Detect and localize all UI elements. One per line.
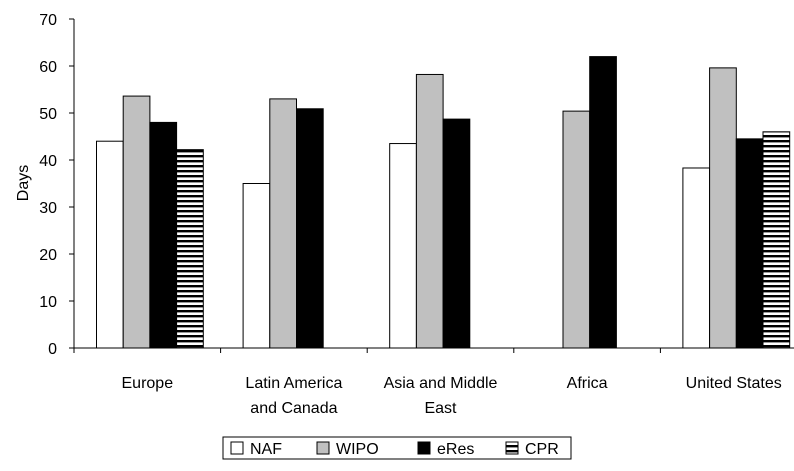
x-category-label: and Canada bbox=[250, 400, 337, 417]
y-tick-label: 70 bbox=[39, 12, 57, 29]
legend-swatch-eres bbox=[417, 441, 431, 455]
bar-naf-2 bbox=[389, 143, 417, 349]
legend-swatch-naf bbox=[230, 441, 244, 455]
bar-wipo-3 bbox=[562, 110, 591, 349]
legend-label-wipo: WIPO bbox=[336, 441, 379, 458]
y-tick-label: 30 bbox=[39, 200, 57, 217]
y-tick-label: 0 bbox=[48, 341, 57, 358]
y-axis-title: Days bbox=[15, 165, 32, 201]
y-tick-label: 10 bbox=[39, 294, 57, 311]
x-category-label: Latin America bbox=[245, 375, 342, 392]
bar-eres-0 bbox=[149, 121, 178, 349]
x-category-label: Europe bbox=[122, 375, 174, 392]
legend-swatch-cpr bbox=[505, 441, 519, 455]
x-category-label: East bbox=[424, 400, 457, 417]
bar-naf-1 bbox=[242, 183, 271, 349]
y-tick-label: 60 bbox=[39, 59, 57, 76]
bar-eres-2 bbox=[442, 118, 471, 349]
bar-naf-4 bbox=[682, 167, 711, 349]
legend-label-naf: NAF bbox=[250, 441, 282, 458]
bar-wipo-1 bbox=[269, 98, 297, 349]
legend-box bbox=[222, 436, 572, 460]
y-tick-label: 40 bbox=[39, 153, 57, 170]
bar-cpr-4 bbox=[762, 131, 791, 349]
legend-label-eres: eRes bbox=[437, 441, 474, 458]
bar-wipo-2 bbox=[415, 73, 444, 349]
x-category-label: United States bbox=[686, 375, 782, 392]
legend: NAF WIPO eRes CPR bbox=[222, 436, 572, 460]
bar-eres-1 bbox=[296, 108, 324, 349]
bar-cpr-0 bbox=[176, 149, 204, 349]
bar-eres-3 bbox=[589, 56, 617, 349]
bar-eres-4 bbox=[735, 138, 764, 349]
y-tick-label: 20 bbox=[39, 247, 57, 264]
plot-area: 0 10 20 30 40 50 60 70 Europe Latin America and Ca… bbox=[39, 12, 794, 417]
bar-wipo-0 bbox=[122, 95, 151, 349]
x-category-label: Asia and Middle bbox=[384, 375, 498, 392]
legend-label-cpr: CPR bbox=[525, 441, 559, 458]
y-tick-label: 50 bbox=[39, 106, 57, 123]
legend-swatch-wipo bbox=[316, 441, 330, 455]
bar-naf-0 bbox=[96, 140, 124, 349]
x-category-label: Africa bbox=[567, 375, 608, 392]
bar-wipo-4 bbox=[709, 67, 737, 349]
